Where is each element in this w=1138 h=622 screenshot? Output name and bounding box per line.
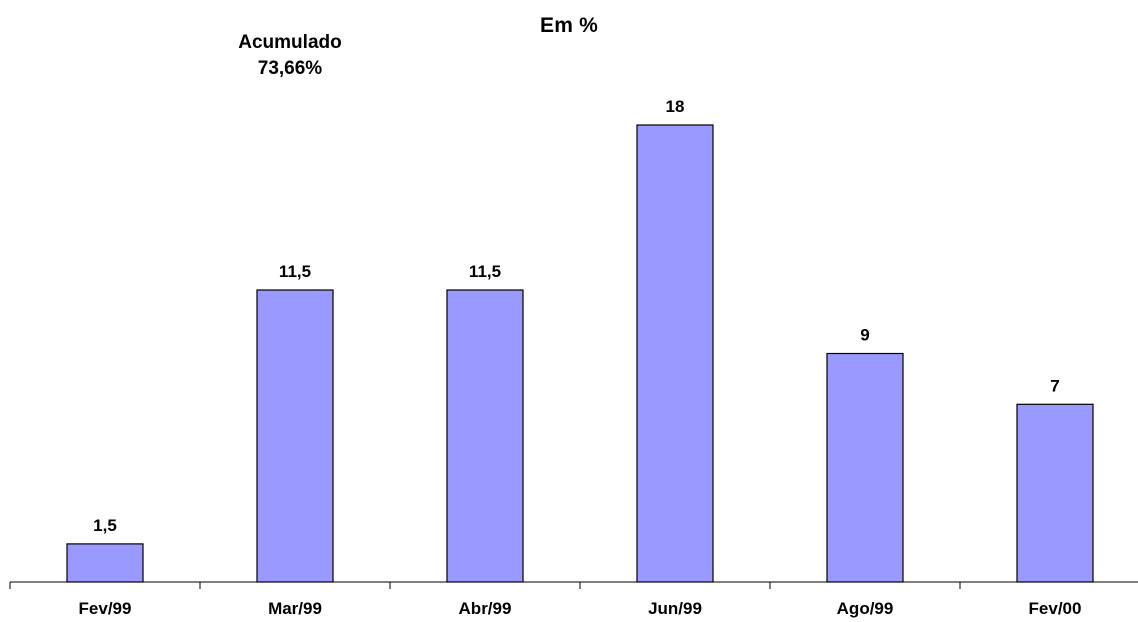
- data-label: 18: [666, 97, 685, 116]
- x-tick-label: Jun/99: [648, 599, 702, 618]
- data-label: 7: [1050, 376, 1059, 395]
- bar-mar-99: [256, 289, 334, 583]
- bar-fev-00: [1016, 403, 1094, 583]
- bar-jun-99: [636, 124, 714, 583]
- x-tick-label: Fev/99: [79, 599, 132, 618]
- x-tick-label: Mar/99: [268, 599, 322, 618]
- annotation-value: 73,66%: [257, 58, 323, 79]
- x-tick-label: Fev/00: [1029, 599, 1082, 618]
- data-label: 11,5: [279, 262, 311, 281]
- bar-fev-99: [66, 543, 144, 583]
- x-tick-label: Ago/99: [837, 599, 894, 618]
- bar-abr-99: [446, 289, 524, 583]
- annotation-label: Acumulado: [238, 32, 342, 53]
- bar-ago-99: [826, 352, 904, 583]
- data-label: 11,5: [469, 262, 501, 281]
- cumulative-annotation: Acumulado 73,66%: [200, 30, 380, 82]
- chart-title: Em %: [540, 14, 598, 37]
- x-tick-label: Abr/99: [459, 599, 512, 618]
- data-label: 1,5: [93, 516, 117, 535]
- data-label: 9: [860, 326, 869, 345]
